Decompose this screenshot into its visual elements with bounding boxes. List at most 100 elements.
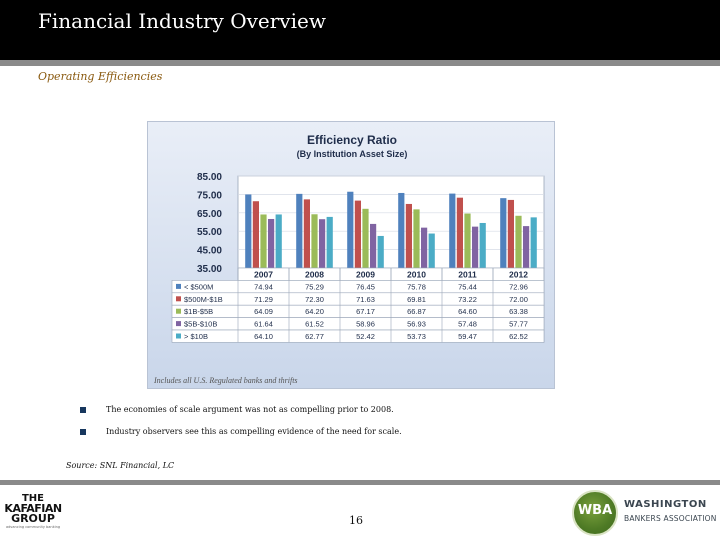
wba-name-line2: BANKERS ASSOCIATION: [624, 514, 717, 523]
bar: [515, 215, 522, 268]
data-label: 64.20: [305, 307, 324, 316]
bar: [472, 226, 479, 268]
data-label: 75.78: [407, 282, 426, 291]
logo-tagline: advancing community banking: [5, 525, 61, 529]
x-tick-label: 2011: [458, 270, 477, 280]
data-label: 75.44: [458, 282, 477, 291]
data-label: 63.38: [509, 307, 528, 316]
legend-label: $500M-$1B: [184, 295, 223, 304]
data-label: 57.48: [458, 320, 477, 329]
bullet-square-icon: [80, 407, 86, 413]
data-label: 75.29: [305, 282, 324, 291]
legend-swatch: [176, 333, 181, 339]
data-label: 66.87: [407, 307, 426, 316]
bar: [413, 209, 420, 268]
bar: [362, 208, 369, 268]
legend-swatch: [176, 308, 181, 314]
legend-swatch: [176, 283, 181, 289]
data-label: 76.45: [356, 282, 375, 291]
data-label: 59.47: [458, 332, 477, 341]
y-tick-label: 35.00: [197, 264, 222, 275]
page-number: 16: [349, 514, 363, 527]
bar: [428, 233, 435, 268]
chart-title: Efficiency Ratio: [307, 133, 397, 147]
data-label: 64.09: [254, 307, 273, 316]
bar: [421, 227, 428, 268]
wba-emblem-icon: [572, 490, 618, 536]
data-label: 71.29: [254, 295, 273, 304]
legend-label: < $500M: [184, 282, 213, 291]
x-tick-label: 2009: [356, 270, 375, 280]
bar: [303, 199, 310, 268]
legend-swatch: [176, 321, 181, 327]
data-label: 72.00: [509, 295, 528, 304]
slide-subtitle: Operating Efficiencies: [38, 70, 163, 83]
chart-footnote: Includes all U.S. Regulated banks and th…: [154, 376, 298, 385]
logo-line: GROUP: [11, 512, 55, 525]
y-tick-label: 65.00: [197, 209, 222, 220]
bar: [449, 193, 456, 268]
y-tick-label: 75.00: [197, 190, 222, 201]
data-label: 52.42: [356, 332, 375, 341]
bar: [252, 201, 259, 268]
bar: [260, 214, 267, 268]
bar: [523, 226, 530, 268]
kafafian-group-logo: THE KAFAFIAN GROUP advancing community b…: [4, 494, 62, 538]
bar: [507, 199, 514, 268]
wba-logo: WBA WASHINGTON BANKERS ASSOCIATION: [572, 490, 718, 538]
table-row: [171, 329, 545, 343]
bar: [326, 216, 333, 268]
data-label: 71.63: [356, 295, 375, 304]
bar: [311, 214, 318, 268]
wba-mark: WBA: [577, 503, 613, 518]
bar: [479, 222, 486, 268]
data-label: 64.10: [254, 332, 273, 341]
bar: [319, 219, 326, 268]
data-label: 62.77: [305, 332, 324, 341]
logo-line: KAFAFIAN: [4, 502, 62, 515]
data-label: 72.96: [509, 282, 528, 291]
data-label: 53.73: [407, 332, 426, 341]
bullet-square-icon: [80, 429, 86, 435]
data-label: 74.94: [254, 282, 273, 291]
legend-label: > $10B: [184, 332, 208, 341]
bar: [377, 235, 384, 268]
plot-area: [237, 175, 545, 269]
bar: [370, 223, 377, 268]
data-label: 58.96: [356, 320, 375, 329]
data-label: 64.60: [458, 307, 477, 316]
chart-subtitle: (By Institution Asset Size): [297, 149, 408, 159]
slide-title: Financial Industry Overview: [38, 9, 326, 33]
efficiency-ratio-chart: Efficiency Ratio (By Institution Asset Si…: [147, 121, 555, 389]
bar: [456, 197, 463, 268]
header-bar: Financial Industry Overview: [0, 0, 720, 60]
bar: [347, 191, 354, 268]
bar: [245, 194, 252, 268]
y-tick-label: 45.00: [197, 246, 222, 257]
bar: [500, 198, 507, 268]
source-citation: Source: SNL Financial, LC: [66, 461, 175, 470]
bar: [405, 203, 412, 268]
legend-label: $1B-$5B: [184, 307, 213, 316]
bullet-text: Industry observers see this as compellin…: [106, 427, 402, 436]
data-label: 56.93: [407, 320, 426, 329]
legend-label: $5B-$10B: [184, 320, 217, 329]
bar: [530, 217, 537, 268]
header-divider: [0, 60, 720, 66]
data-label: 73.22: [458, 295, 477, 304]
data-label: 67.17: [356, 307, 375, 316]
x-tick-label: 2010: [407, 270, 426, 280]
bar: [354, 200, 361, 268]
bar: [275, 214, 282, 268]
data-label: 61.52: [305, 320, 324, 329]
bar: [268, 218, 275, 268]
logo-line: THE: [21, 493, 45, 504]
chart-canvas: Efficiency Ratio (By Institution Asset Si…: [171, 133, 545, 343]
x-tick-label: 2012: [509, 270, 528, 280]
footer-divider: [0, 480, 720, 485]
bar: [398, 192, 405, 268]
bullet-text: The economies of scale argument was not …: [106, 405, 394, 414]
wba-name-line1: WASHINGTON: [624, 499, 707, 510]
x-tick-label: 2008: [305, 270, 324, 280]
bar: [464, 213, 471, 268]
